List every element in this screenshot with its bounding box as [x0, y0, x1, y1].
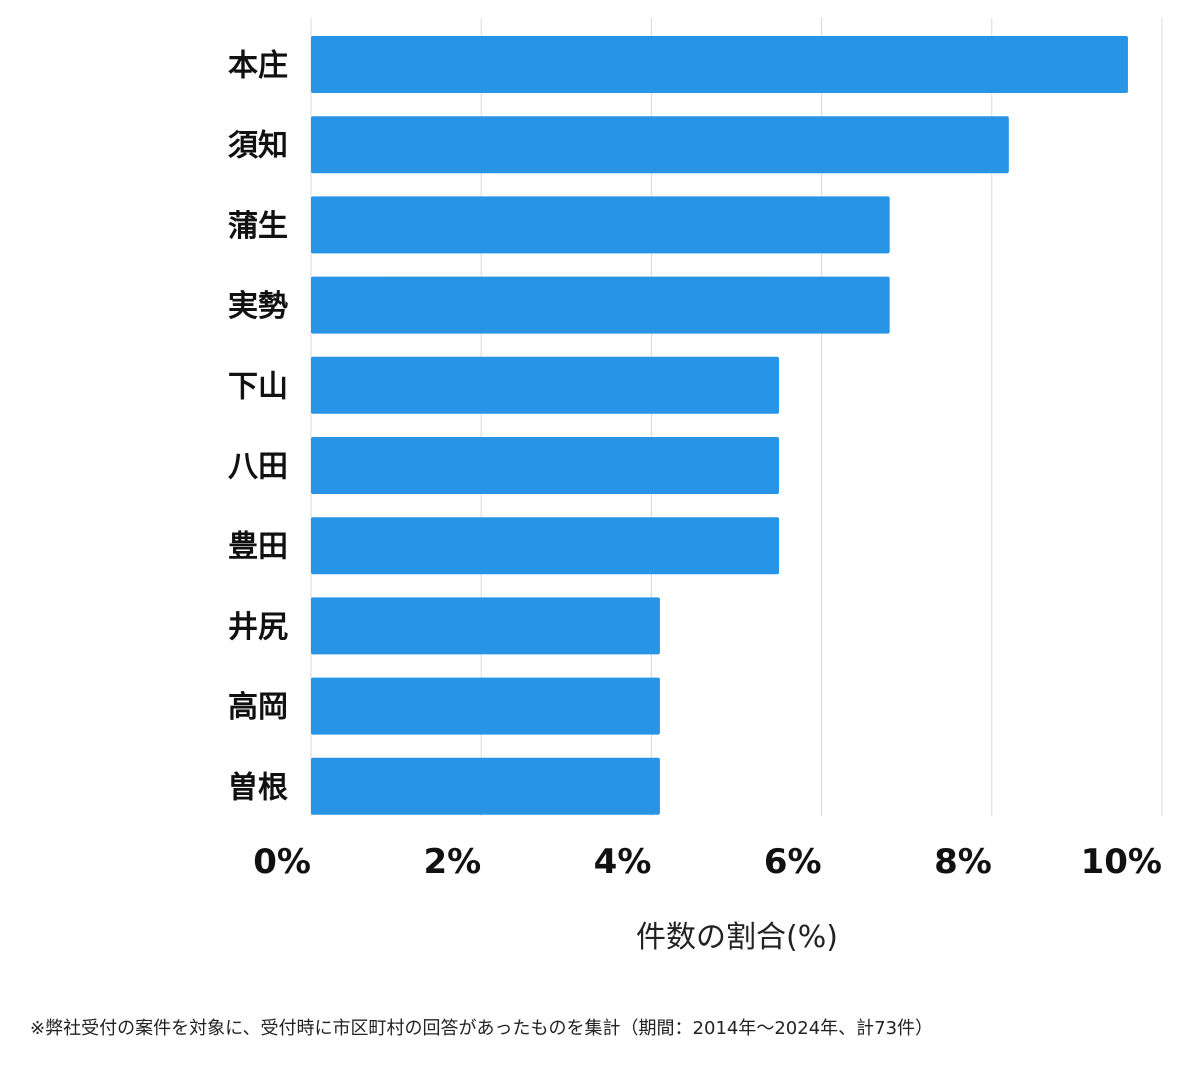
- category-label: 蒲生: [228, 209, 288, 244]
- bar: [311, 36, 1128, 93]
- footnote: ※弊社受付の案件を対象に、受付時に市区町村の回答があったものを集計（期間：201…: [30, 1018, 934, 1039]
- x-tick-label: 2%: [423, 842, 481, 882]
- bar: [311, 276, 890, 334]
- x-tick-label: 0%: [253, 842, 311, 882]
- bar: [311, 196, 890, 254]
- bars: [311, 36, 1128, 815]
- x-tick-label: 6%: [764, 842, 822, 882]
- x-tick-label: 8%: [934, 842, 992, 882]
- category-label: 八田: [228, 450, 288, 485]
- category-label: 下山: [228, 369, 288, 404]
- x-axis-label: 件数の割合(%): [636, 920, 838, 955]
- bar: [311, 677, 660, 735]
- bar: [311, 356, 780, 414]
- category-label: 井尻: [228, 610, 288, 645]
- category-label: 豊田: [228, 530, 288, 565]
- x-tick-label: 10%: [1081, 842, 1162, 882]
- bar: [311, 517, 780, 575]
- bar: [311, 116, 1009, 174]
- bar: [311, 597, 660, 655]
- category-label: 曽根: [228, 770, 288, 805]
- x-tick-label: 4%: [594, 842, 652, 882]
- category-label: 須知: [228, 129, 288, 164]
- category-label: 実勢: [228, 289, 288, 324]
- category-label: 本庄: [228, 49, 288, 84]
- bar: [311, 757, 660, 815]
- category-label: 高岡: [228, 690, 288, 725]
- x-tick-labels: 0% 2% 4% 6% 8% 10%: [253, 842, 1162, 882]
- bar: [311, 437, 780, 494]
